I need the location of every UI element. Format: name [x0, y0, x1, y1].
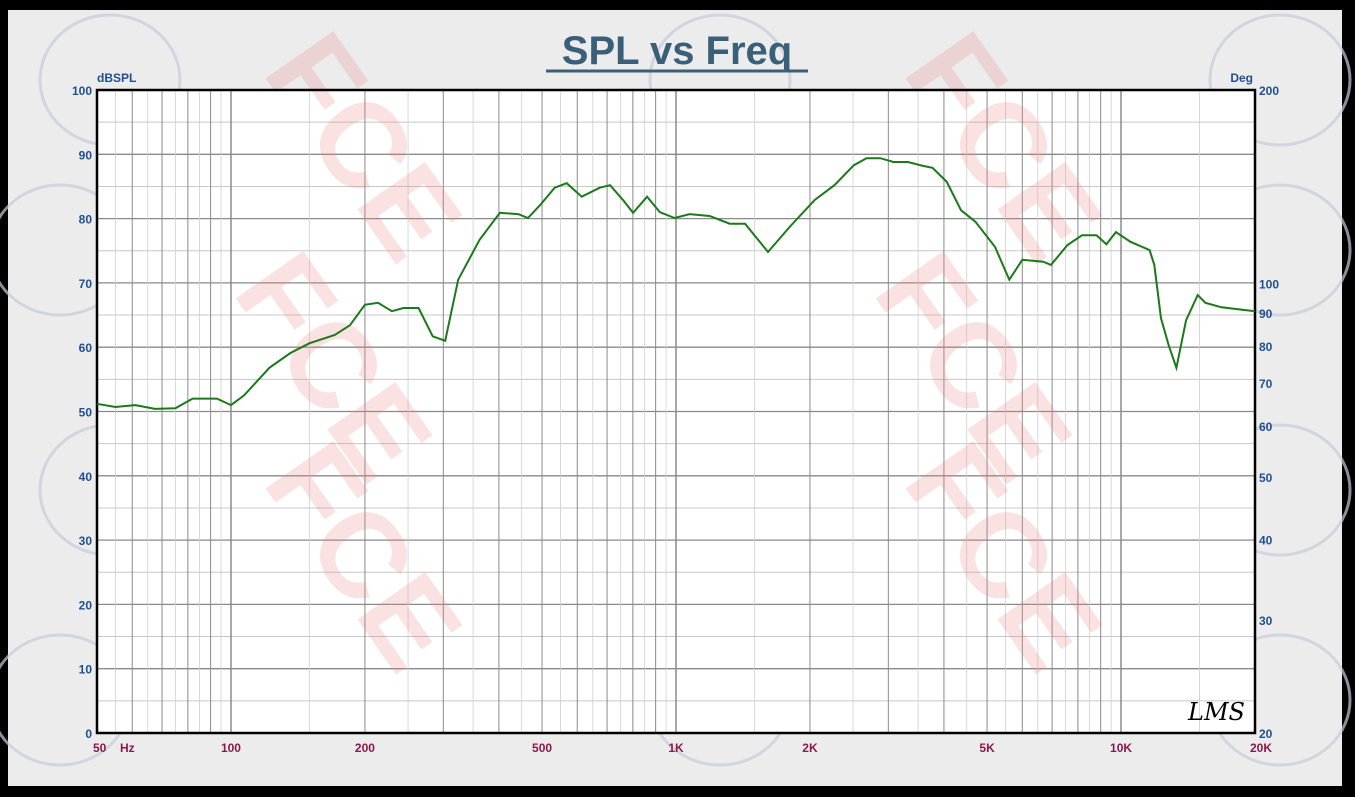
y-tick-label: 0 [85, 727, 92, 741]
x-tick-label: 50 [93, 741, 107, 755]
y-tick-label: 20 [79, 598, 93, 612]
y2-tick-label: 80 [1259, 340, 1273, 354]
y2-tick-label: 60 [1259, 420, 1273, 434]
y-axis-label: dBSPL [97, 71, 136, 85]
y2-tick-label: 100 [1259, 278, 1279, 292]
x-tick-label: 2K [802, 741, 818, 755]
y2-tick-label: 90 [1259, 307, 1273, 321]
y2-tick-label: 50 [1259, 471, 1273, 485]
x-tick-label: 10K [1110, 741, 1132, 755]
x-tick-label: 5K [979, 741, 995, 755]
x-tick-label: 1K [668, 741, 684, 755]
x-axis-unit: Hz [120, 741, 135, 755]
y-tick-label: 100 [72, 84, 92, 98]
y-tick-label: 50 [79, 406, 93, 420]
x-tick-label: 200 [355, 741, 375, 755]
y2-tick-label: 70 [1259, 377, 1273, 391]
plot-border [95, 88, 1257, 735]
y2-tick-label: 20 [1259, 727, 1273, 741]
x-tick-label: 100 [221, 741, 241, 755]
y-tick-label: 70 [79, 277, 93, 291]
signature: LMS [1187, 698, 1245, 726]
y-tick-label: 30 [79, 534, 93, 548]
y2-tick-label: 200 [1259, 84, 1279, 98]
watermark-logo [1208, 13, 1352, 147]
y-tick-label: 90 [79, 148, 93, 162]
x-tick-label: 20K [1250, 741, 1272, 755]
y-tick-label: 10 [79, 663, 93, 677]
y2-tick-label: 30 [1259, 614, 1273, 628]
spl-series-line [96, 157, 1256, 410]
chart-title: SPL vs Freq [562, 29, 792, 73]
y2-tick-label: 40 [1259, 533, 1273, 547]
y2-axis-label: Deg [1230, 71, 1253, 85]
y-tick-label: 80 [79, 213, 93, 227]
y-tick-label: 60 [79, 341, 93, 355]
x-tick-label: 500 [532, 741, 552, 755]
tick-labels: 0 10 20 30 40 50 60 70 80 90 100 20 30 40 50 60 70 80 90 10… [72, 84, 1279, 755]
y-tick-label: 40 [79, 470, 93, 484]
